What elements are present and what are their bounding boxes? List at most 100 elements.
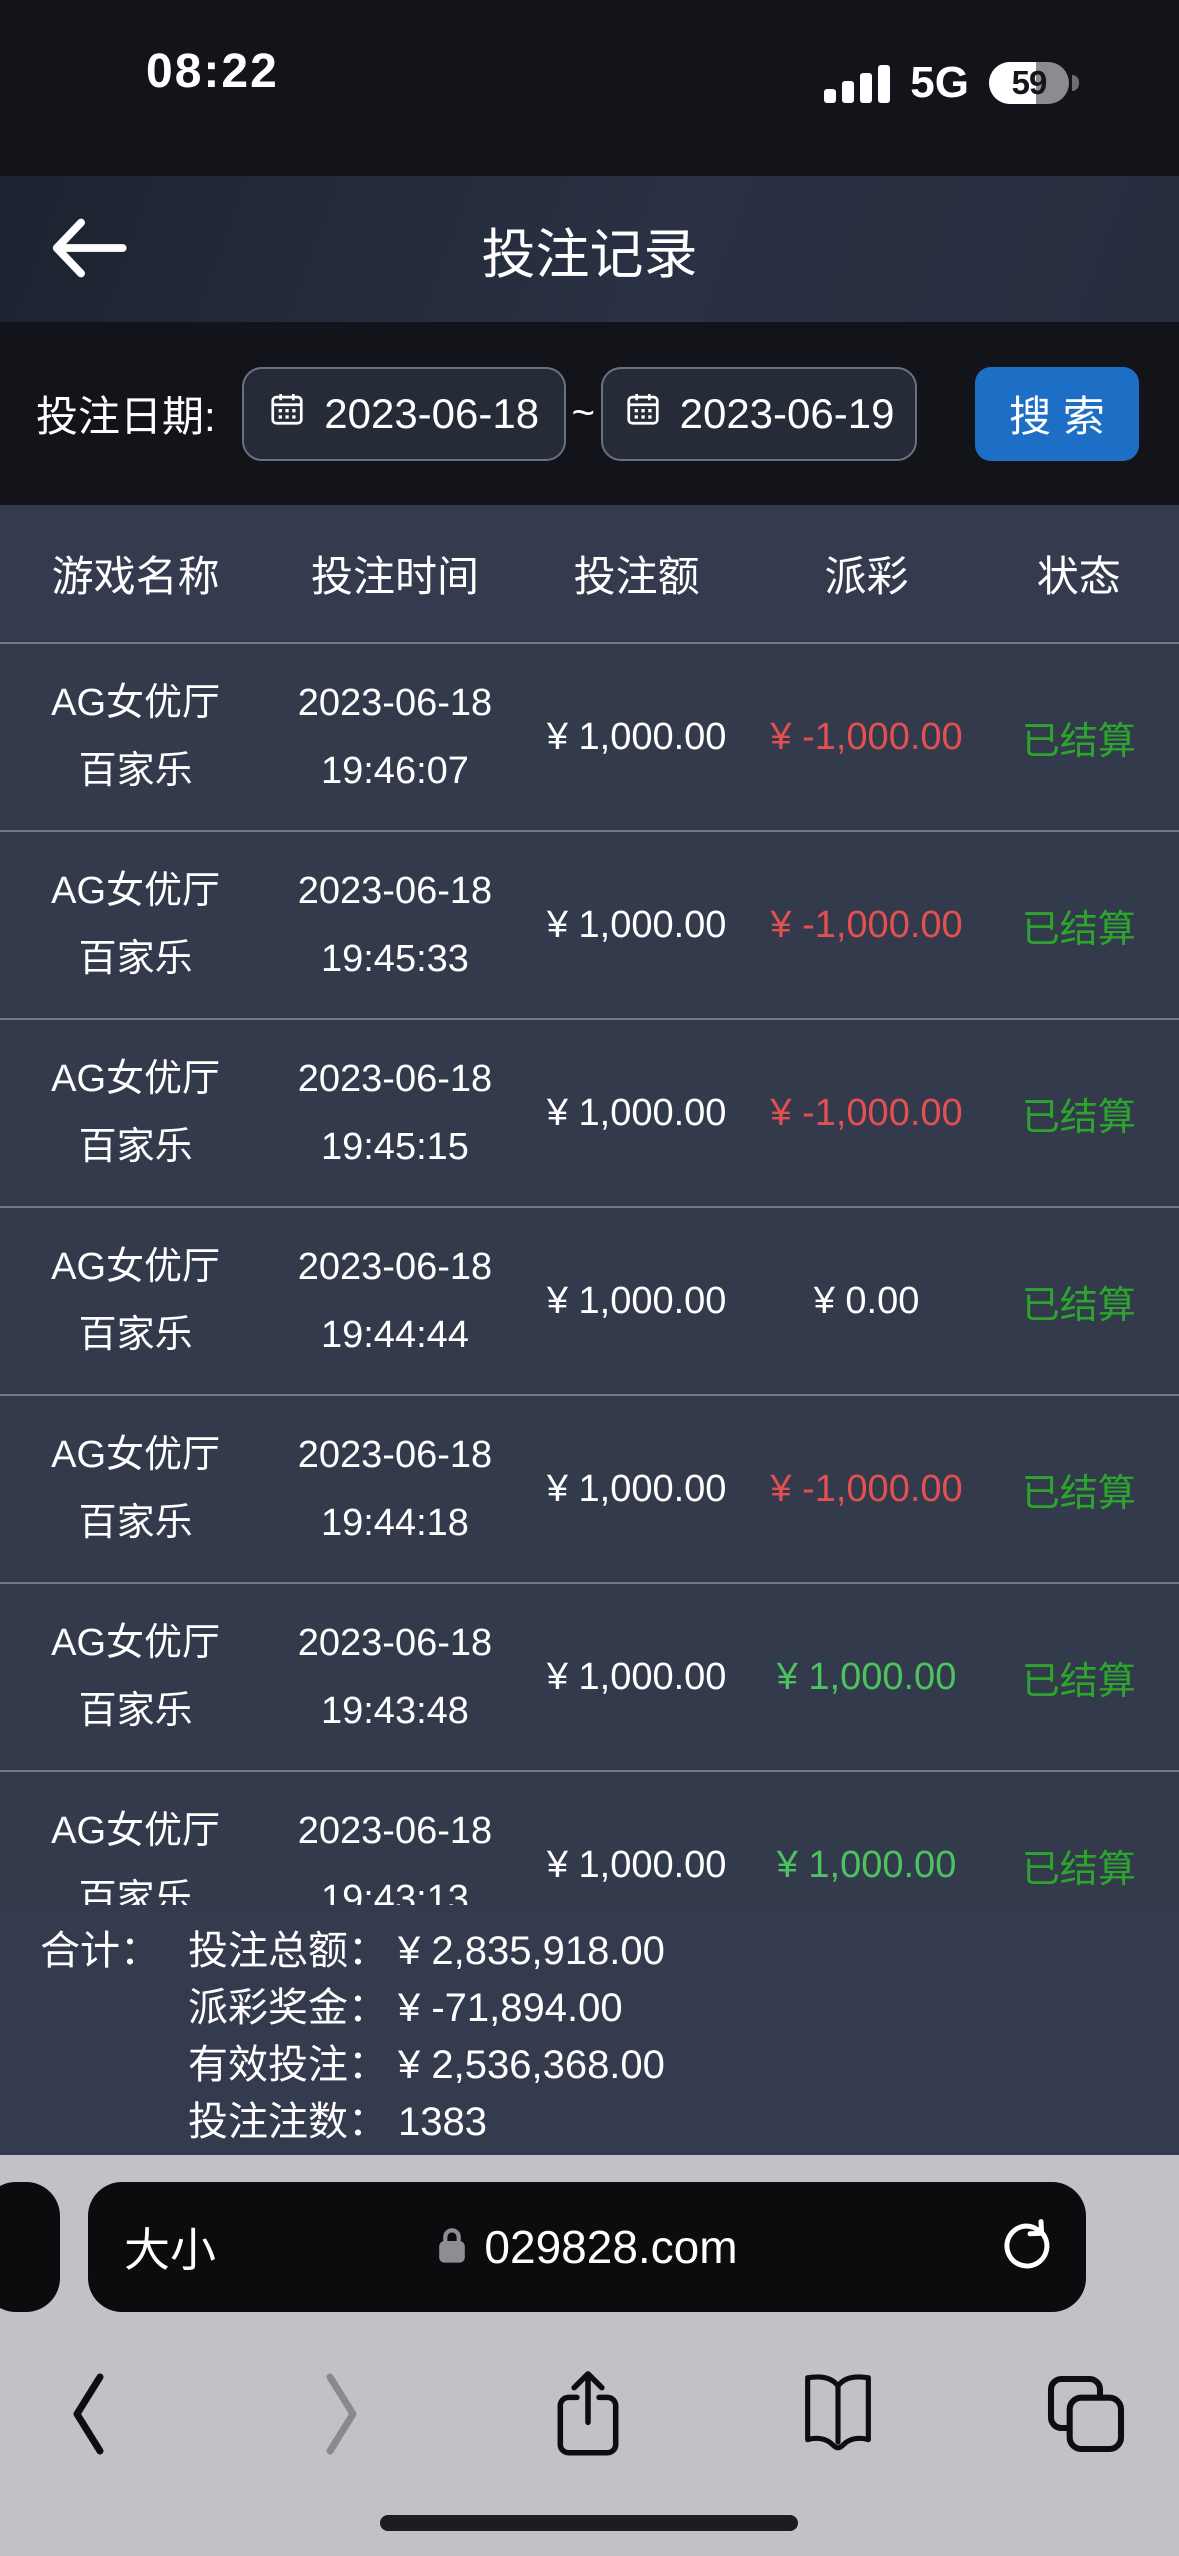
- end-date-input[interactable]: 2023-06-19: [601, 366, 918, 461]
- summary-item-label: 派彩奖金：: [188, 1986, 388, 2030]
- start-date-value: 2023-06-18: [324, 389, 540, 437]
- table-row: AG女优厅 百家乐 2023-06-18 19:44:44 ¥ 1,000.00…: [0, 1206, 1179, 1394]
- summary-item-label: 有效投注：: [188, 2043, 388, 2087]
- adjacent-tab-peek[interactable]: [0, 2182, 60, 2312]
- bet-date: 2023-06-18: [297, 1810, 493, 1852]
- summary-item-value: 1383: [398, 2100, 487, 2144]
- summary-item-value: ¥ 2,536,368.00: [398, 2043, 665, 2087]
- summary-line: 有效投注： ¥ 2,536,368.00: [188, 2037, 665, 2094]
- bet-time: 19:43:48: [320, 1690, 469, 1732]
- filter-bar: 投注日期: 2023-06-18 ~: [0, 322, 1179, 505]
- bet-date: 2023-06-18: [297, 1246, 493, 1288]
- bet-date: 2023-06-18: [297, 1058, 493, 1100]
- game-name-cell: AG女优厅 百家乐: [0, 1620, 271, 1734]
- end-date-value: 2023-06-19: [679, 389, 895, 437]
- bet-time: 19:44:18: [320, 1502, 469, 1544]
- game-type: 百家乐: [78, 1690, 193, 1732]
- bet-time-cell: 2023-06-18 19:44:18: [271, 1432, 519, 1546]
- payout-cell: ¥ 1,000.00: [776, 1843, 957, 1886]
- table-body: AG女优厅 百家乐 2023-06-18 19:46:07 ¥ 1,000.00…: [0, 642, 1179, 1958]
- date-range-separator: ~: [571, 391, 596, 435]
- bet-amount-cell: ¥ 1,000.00: [546, 903, 727, 946]
- summary-line: 投注总额： ¥ 2,835,918.00: [188, 1923, 665, 1980]
- bet-amount-cell: ¥ 1,000.00: [546, 1843, 727, 1886]
- tabs-icon: [1044, 2372, 1128, 2459]
- col-header-time: 投注时间: [310, 553, 479, 600]
- reload-button[interactable]: [996, 2217, 1056, 2277]
- calendar-icon: [268, 390, 306, 438]
- summary-line: 投注注数： 1383: [188, 2094, 665, 2151]
- bet-amount-cell: ¥ 1,000.00: [546, 1655, 727, 1698]
- game-hall: AG女优厅: [51, 1246, 221, 1288]
- share-icon: [552, 2366, 624, 2465]
- network-type-label: 5G: [910, 58, 969, 107]
- bet-time: 19:45:33: [320, 938, 469, 980]
- game-name-cell: AG女优厅 百家乐: [0, 1432, 271, 1546]
- payout-cell: ¥ 1,000.00: [776, 1655, 957, 1698]
- share-button[interactable]: [548, 2345, 628, 2485]
- browser-forward-button[interactable]: [302, 2345, 382, 2485]
- bet-date: 2023-06-18: [297, 870, 493, 912]
- status-bar: 08:22 5G 59: [0, 0, 1179, 176]
- summary-item-value: ¥ -71,894.00: [398, 1986, 623, 2030]
- game-hall: AG女优厅: [51, 1058, 221, 1100]
- chevron-right-icon: [322, 2372, 362, 2459]
- text-size-button[interactable]: 大小: [124, 2214, 216, 2280]
- game-name-cell: AG女优厅 百家乐: [0, 868, 271, 982]
- bet-time-cell: 2023-06-18 19:45:33: [271, 868, 519, 982]
- game-name-cell: AG女优厅 百家乐: [0, 1056, 271, 1170]
- status-time: 08:22: [146, 45, 279, 98]
- bet-amount-cell: ¥ 1,000.00: [546, 1467, 727, 1510]
- col-header-amount: 投注额: [573, 553, 700, 600]
- table-row: AG女优厅 百家乐 2023-06-18 19:45:15 ¥ 1,000.00…: [0, 1018, 1179, 1206]
- bet-time: 19:44:44: [320, 1314, 469, 1356]
- browser-toolbar: [0, 2345, 1179, 2485]
- browser-chrome: 大小 029828.com: [0, 2155, 1179, 2556]
- bookmarks-button[interactable]: [798, 2345, 878, 2485]
- col-header-status: 状态: [1036, 553, 1121, 600]
- bet-time-cell: 2023-06-18 19:45:15: [271, 1056, 519, 1170]
- bet-amount-cell: ¥ 1,000.00: [546, 715, 727, 758]
- col-header-payout: 派彩: [824, 553, 909, 600]
- game-hall: AG女优厅: [51, 870, 221, 912]
- start-date-input[interactable]: 2023-06-18: [241, 366, 566, 461]
- calendar-icon: [624, 390, 662, 438]
- summary-item-label: 投注总额：: [188, 1929, 388, 1973]
- game-type: 百家乐: [78, 750, 193, 792]
- home-indicator[interactable]: [380, 2515, 798, 2531]
- table-row: AG女优厅 百家乐 2023-06-18 19:45:33 ¥ 1,000.00…: [0, 830, 1179, 1018]
- summary-item-label: 投注注数：: [188, 2100, 388, 2144]
- table-row: AG女优厅 百家乐 2023-06-18 19:43:48 ¥ 1,000.00…: [0, 1582, 1179, 1770]
- status-badge: 已结算: [1021, 1660, 1136, 1703]
- col-header-game: 游戏名称: [51, 553, 220, 600]
- status-badge: 已结算: [1021, 908, 1136, 951]
- bet-time: 19:46:07: [320, 750, 469, 792]
- status-badge: 已结算: [1021, 1096, 1136, 1139]
- bet-date: 2023-06-18: [297, 1622, 493, 1664]
- table-row: AG女优厅 百家乐 2023-06-18 19:44:18 ¥ 1,000.00…: [0, 1394, 1179, 1582]
- status-badge: 已结算: [1021, 1472, 1136, 1515]
- bet-time-cell: 2023-06-18 19:43:13: [271, 1808, 519, 1922]
- status-icons: 5G 59: [824, 58, 1079, 108]
- book-icon: [796, 2369, 880, 2462]
- browser-back-button[interactable]: [48, 2345, 128, 2485]
- bet-date: 2023-06-18: [297, 682, 493, 724]
- address-bar[interactable]: 大小 029828.com: [88, 2182, 1086, 2312]
- cellular-signal-icon: [824, 63, 891, 103]
- bet-amount-cell: ¥ 1,000.00: [546, 1091, 727, 1134]
- tabs-button[interactable]: [1046, 2345, 1126, 2485]
- summary-items: 投注总额： ¥ 2,835,918.00 派彩奖金： ¥ -71,894.00 …: [188, 1923, 665, 2155]
- summary-line: 派彩奖金： ¥ -71,894.00: [188, 1980, 665, 2037]
- back-button[interactable]: [46, 209, 136, 289]
- game-type: 百家乐: [78, 1126, 193, 1168]
- bet-time-cell: 2023-06-18 19:43:48: [271, 1620, 519, 1734]
- search-button[interactable]: 搜 索: [975, 366, 1139, 461]
- url-text: 029828.com: [484, 2221, 738, 2273]
- lock-icon: [436, 2224, 468, 2271]
- table-row: AG女优厅 百家乐 2023-06-18 19:46:07 ¥ 1,000.00…: [0, 642, 1179, 830]
- battery-icon: 59: [989, 62, 1079, 104]
- url-display: 029828.com: [436, 2220, 738, 2274]
- nav-header: 投注记录: [0, 176, 1179, 322]
- game-type: 百家乐: [78, 938, 193, 980]
